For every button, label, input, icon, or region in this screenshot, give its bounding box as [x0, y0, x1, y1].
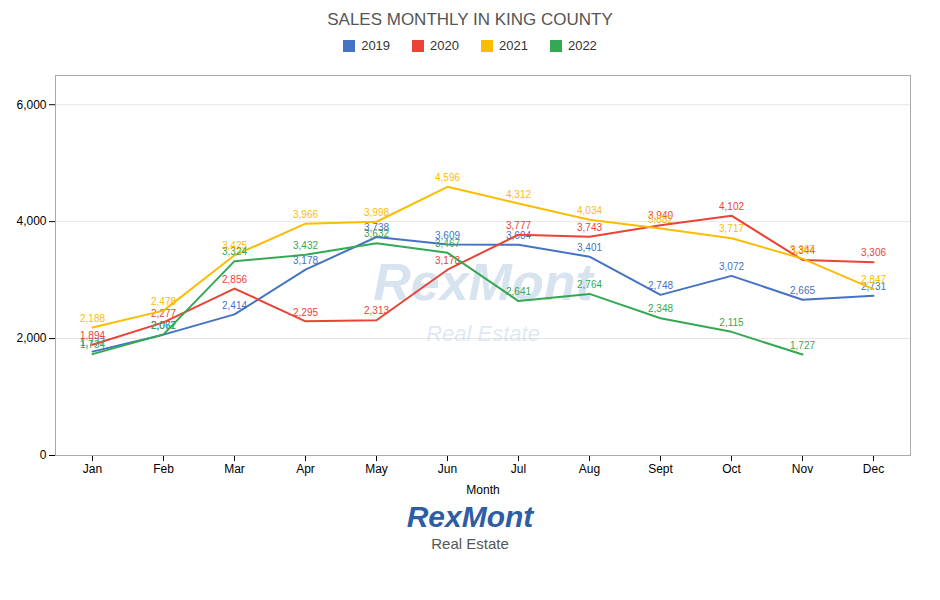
svg-text:4,102: 4,102	[719, 201, 744, 212]
svg-text:2,313: 2,313	[364, 305, 389, 316]
svg-text:2,764: 2,764	[577, 279, 602, 290]
svg-text:Feb: Feb	[153, 462, 174, 476]
svg-text:4,000: 4,000	[16, 214, 46, 228]
svg-text:3,401: 3,401	[577, 242, 602, 253]
svg-text:1,734: 1,734	[80, 339, 105, 350]
svg-text:1,727: 1,727	[790, 340, 815, 351]
html-text:RexMont: RexMont	[406, 500, 534, 533]
svg-text:3,324: 3,324	[222, 246, 247, 257]
svg-text:1,894: 1,894	[80, 330, 105, 341]
html-text:SALES MONTHLY IN KING COUNTY: SALES MONTHLY IN KING COUNTY	[327, 10, 613, 29]
svg-text:2,641: 2,641	[506, 286, 531, 297]
svg-text:2,856: 2,856	[222, 274, 247, 285]
svg-text:2,847: 2,847	[861, 274, 886, 285]
svg-text:3,743: 3,743	[577, 222, 602, 233]
svg-text:2,188: 2,188	[80, 313, 105, 324]
svg-text:2,277: 2,277	[151, 307, 176, 319]
svg-text:3,367: 3,367	[790, 244, 815, 255]
svg-text:3,432: 3,432	[293, 240, 318, 251]
svg-text:May: May	[365, 462, 388, 476]
svg-text:2,478: 2,478	[151, 296, 176, 307]
svg-text:Real Estate: Real Estate	[426, 321, 540, 346]
svg-text:2,414: 2,414	[222, 300, 247, 311]
svg-text:Apr: Apr	[296, 462, 315, 476]
svg-text:3,998: 3,998	[364, 207, 389, 218]
html-text:2022: 2022	[567, 38, 597, 53]
svg-text:3,777: 3,777	[506, 220, 531, 231]
svg-text:Month: Month	[466, 483, 499, 497]
svg-text:3,178: 3,178	[435, 255, 460, 266]
svg-text:Oct: Oct	[722, 462, 741, 476]
svg-text:Sept: Sept	[648, 462, 673, 476]
html-text:2021: 2021	[499, 38, 528, 53]
svg-text:3,632: 3,632	[364, 228, 389, 239]
svg-text:3,072: 3,072	[719, 261, 744, 272]
svg-text:3,306: 3,306	[861, 247, 886, 258]
svg-text:3,966: 3,966	[293, 209, 318, 220]
svg-text:Jun: Jun	[438, 462, 457, 476]
svg-text:4,596: 4,596	[435, 172, 460, 183]
svg-text:3,604: 3,604	[506, 230, 531, 241]
svg-text:Aug: Aug	[579, 462, 600, 476]
svg-text:2,000: 2,000	[16, 331, 46, 345]
svg-text:Jul: Jul	[511, 462, 526, 476]
html-text:2020: 2020	[430, 38, 459, 53]
html-text:2019: 2019	[361, 38, 391, 53]
svg-text:3,609: 3,609	[435, 229, 460, 241]
svg-text:2,072: 2,072	[151, 320, 176, 331]
svg-text:2,115: 2,115	[719, 317, 744, 328]
svg-text:2,348: 2,348	[648, 303, 673, 314]
svg-text:2,067: 2,067	[151, 320, 176, 331]
svg-text:Nov: Nov	[792, 462, 813, 476]
svg-text:RexMont: RexMont	[373, 253, 595, 311]
svg-text:3,882: 3,882	[648, 214, 673, 225]
svg-text:3,178: 3,178	[293, 254, 318, 266]
svg-text:Mar: Mar	[224, 462, 245, 476]
svg-text:2,748: 2,748	[648, 280, 673, 291]
svg-text:2,665: 2,665	[790, 285, 815, 296]
svg-text:2,295: 2,295	[293, 307, 318, 318]
svg-text:4,034: 4,034	[577, 205, 602, 216]
svg-text:2,731: 2,731	[861, 281, 886, 292]
svg-text:Dec: Dec	[863, 462, 884, 476]
svg-text:4,312: 4,312	[506, 189, 531, 200]
svg-text:3,467: 3,467	[435, 238, 460, 249]
svg-text:Jan: Jan	[83, 462, 102, 476]
svg-text:3,717: 3,717	[719, 223, 744, 234]
svg-text:6,000: 6,000	[16, 98, 46, 112]
svg-text:0: 0	[40, 448, 47, 462]
html-text:Real Estate: Real Estate	[431, 535, 509, 552]
